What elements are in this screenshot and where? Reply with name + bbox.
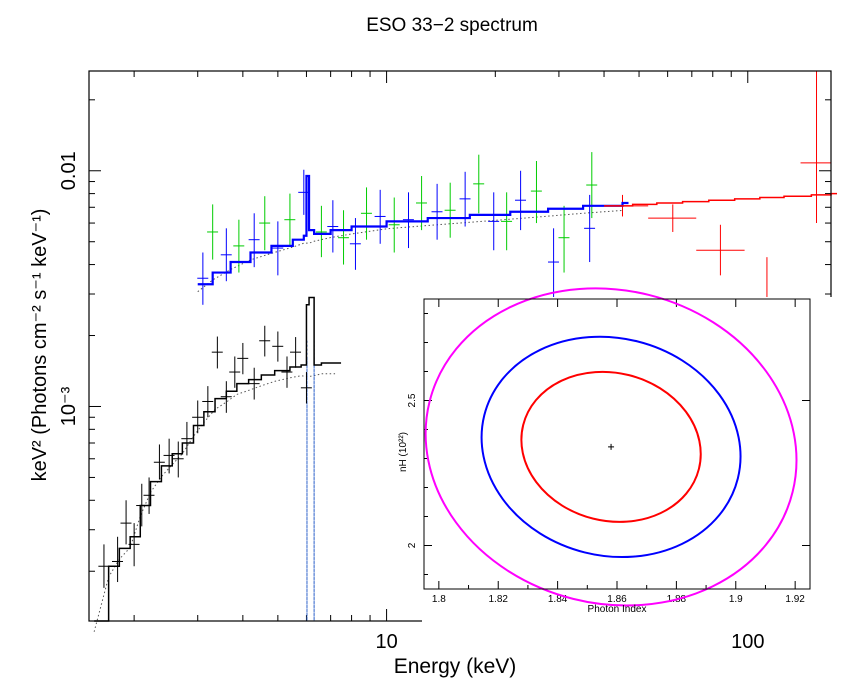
x-tick-label: 100 (731, 631, 764, 653)
contour-inner (520, 370, 702, 523)
data-green-point (233, 219, 245, 273)
data-black-point (248, 367, 260, 400)
main-plot-area: 10 100 10⁻³ 0.01 (58, 71, 837, 653)
inset-x-tick-label: 1.9 (729, 594, 743, 605)
data-green-point (388, 197, 400, 253)
data-green-point (207, 204, 219, 260)
data-red-point (696, 224, 745, 276)
data-black-point (300, 372, 312, 404)
x-tick-label: 10 (375, 631, 397, 653)
inset-x-axis-label: Photon Index (588, 604, 647, 615)
data-black-point (181, 421, 193, 456)
inset-background (422, 297, 834, 631)
data-black-point (229, 356, 241, 388)
data-green-point (315, 205, 327, 258)
data-green-point (284, 193, 296, 246)
contour-middle (480, 335, 742, 559)
data-blue-point (548, 228, 559, 298)
inset-y-tick-label: 2.5 (407, 393, 418, 407)
data-black-point (192, 400, 204, 434)
data-green-point (558, 205, 570, 273)
data-green-point (586, 152, 598, 219)
data-black-point (143, 477, 155, 514)
data-blue-point (327, 200, 339, 253)
data-black-point (153, 444, 165, 480)
data-green-point (259, 196, 271, 251)
data-black-point (290, 337, 302, 368)
contour-outer (424, 287, 798, 607)
data-green-point (530, 161, 542, 224)
data-blue-point (374, 189, 386, 244)
data-green-point (501, 192, 513, 251)
model-blue (197, 174, 629, 286)
data-green-point (360, 187, 372, 240)
model-red (604, 192, 837, 207)
data-blue-point (272, 221, 284, 276)
data-green-point (473, 154, 485, 214)
data-black-point (98, 544, 110, 588)
data-black-point (281, 356, 293, 388)
inset-x-tick-label: 1.92 (785, 594, 805, 605)
data-black-point (237, 342, 249, 375)
inset-x-tick-label: 1.8 (432, 594, 446, 605)
model-continuum-dotted (197, 209, 623, 293)
data-red-point (648, 204, 697, 232)
data-blue-point (488, 192, 500, 251)
data-blue-point (248, 213, 260, 268)
best-fit-marker (608, 443, 615, 450)
data-blue-point (197, 252, 209, 305)
data-blue-point (402, 192, 414, 249)
data-black-point (172, 441, 184, 478)
x-axis-label: Energy (keV) (394, 655, 517, 678)
data-black-point (272, 331, 284, 362)
data-black-point (259, 325, 271, 357)
data-black-point (112, 536, 123, 583)
inset-y-tick-label: 2 (407, 542, 418, 548)
inset-x-tick-label: 1.86 (607, 594, 627, 605)
data-blue-point (515, 170, 527, 231)
inset-x-tick-label: 1.84 (548, 594, 568, 605)
data-green-point (444, 182, 456, 238)
data-blue-point (431, 183, 443, 240)
y-tick-label: 10⁻³ (58, 386, 80, 426)
y-axis-label: keV² (Photons cm⁻² s⁻¹ keV⁻¹) (29, 209, 51, 482)
inset-plot-frame (423, 298, 811, 590)
data-black-point (120, 500, 132, 545)
data-red-point (800, 71, 831, 224)
inset-x-tick-label: 1.82 (488, 594, 508, 605)
inset-y-axis-label: nH (10²²) (398, 432, 409, 472)
data-green-point (337, 210, 349, 265)
model-black (94, 296, 342, 622)
y-tick-label: 0.01 (58, 151, 80, 190)
chart-title: ESO 33−2 spectrum (366, 15, 538, 36)
data-black-point (211, 336, 223, 369)
